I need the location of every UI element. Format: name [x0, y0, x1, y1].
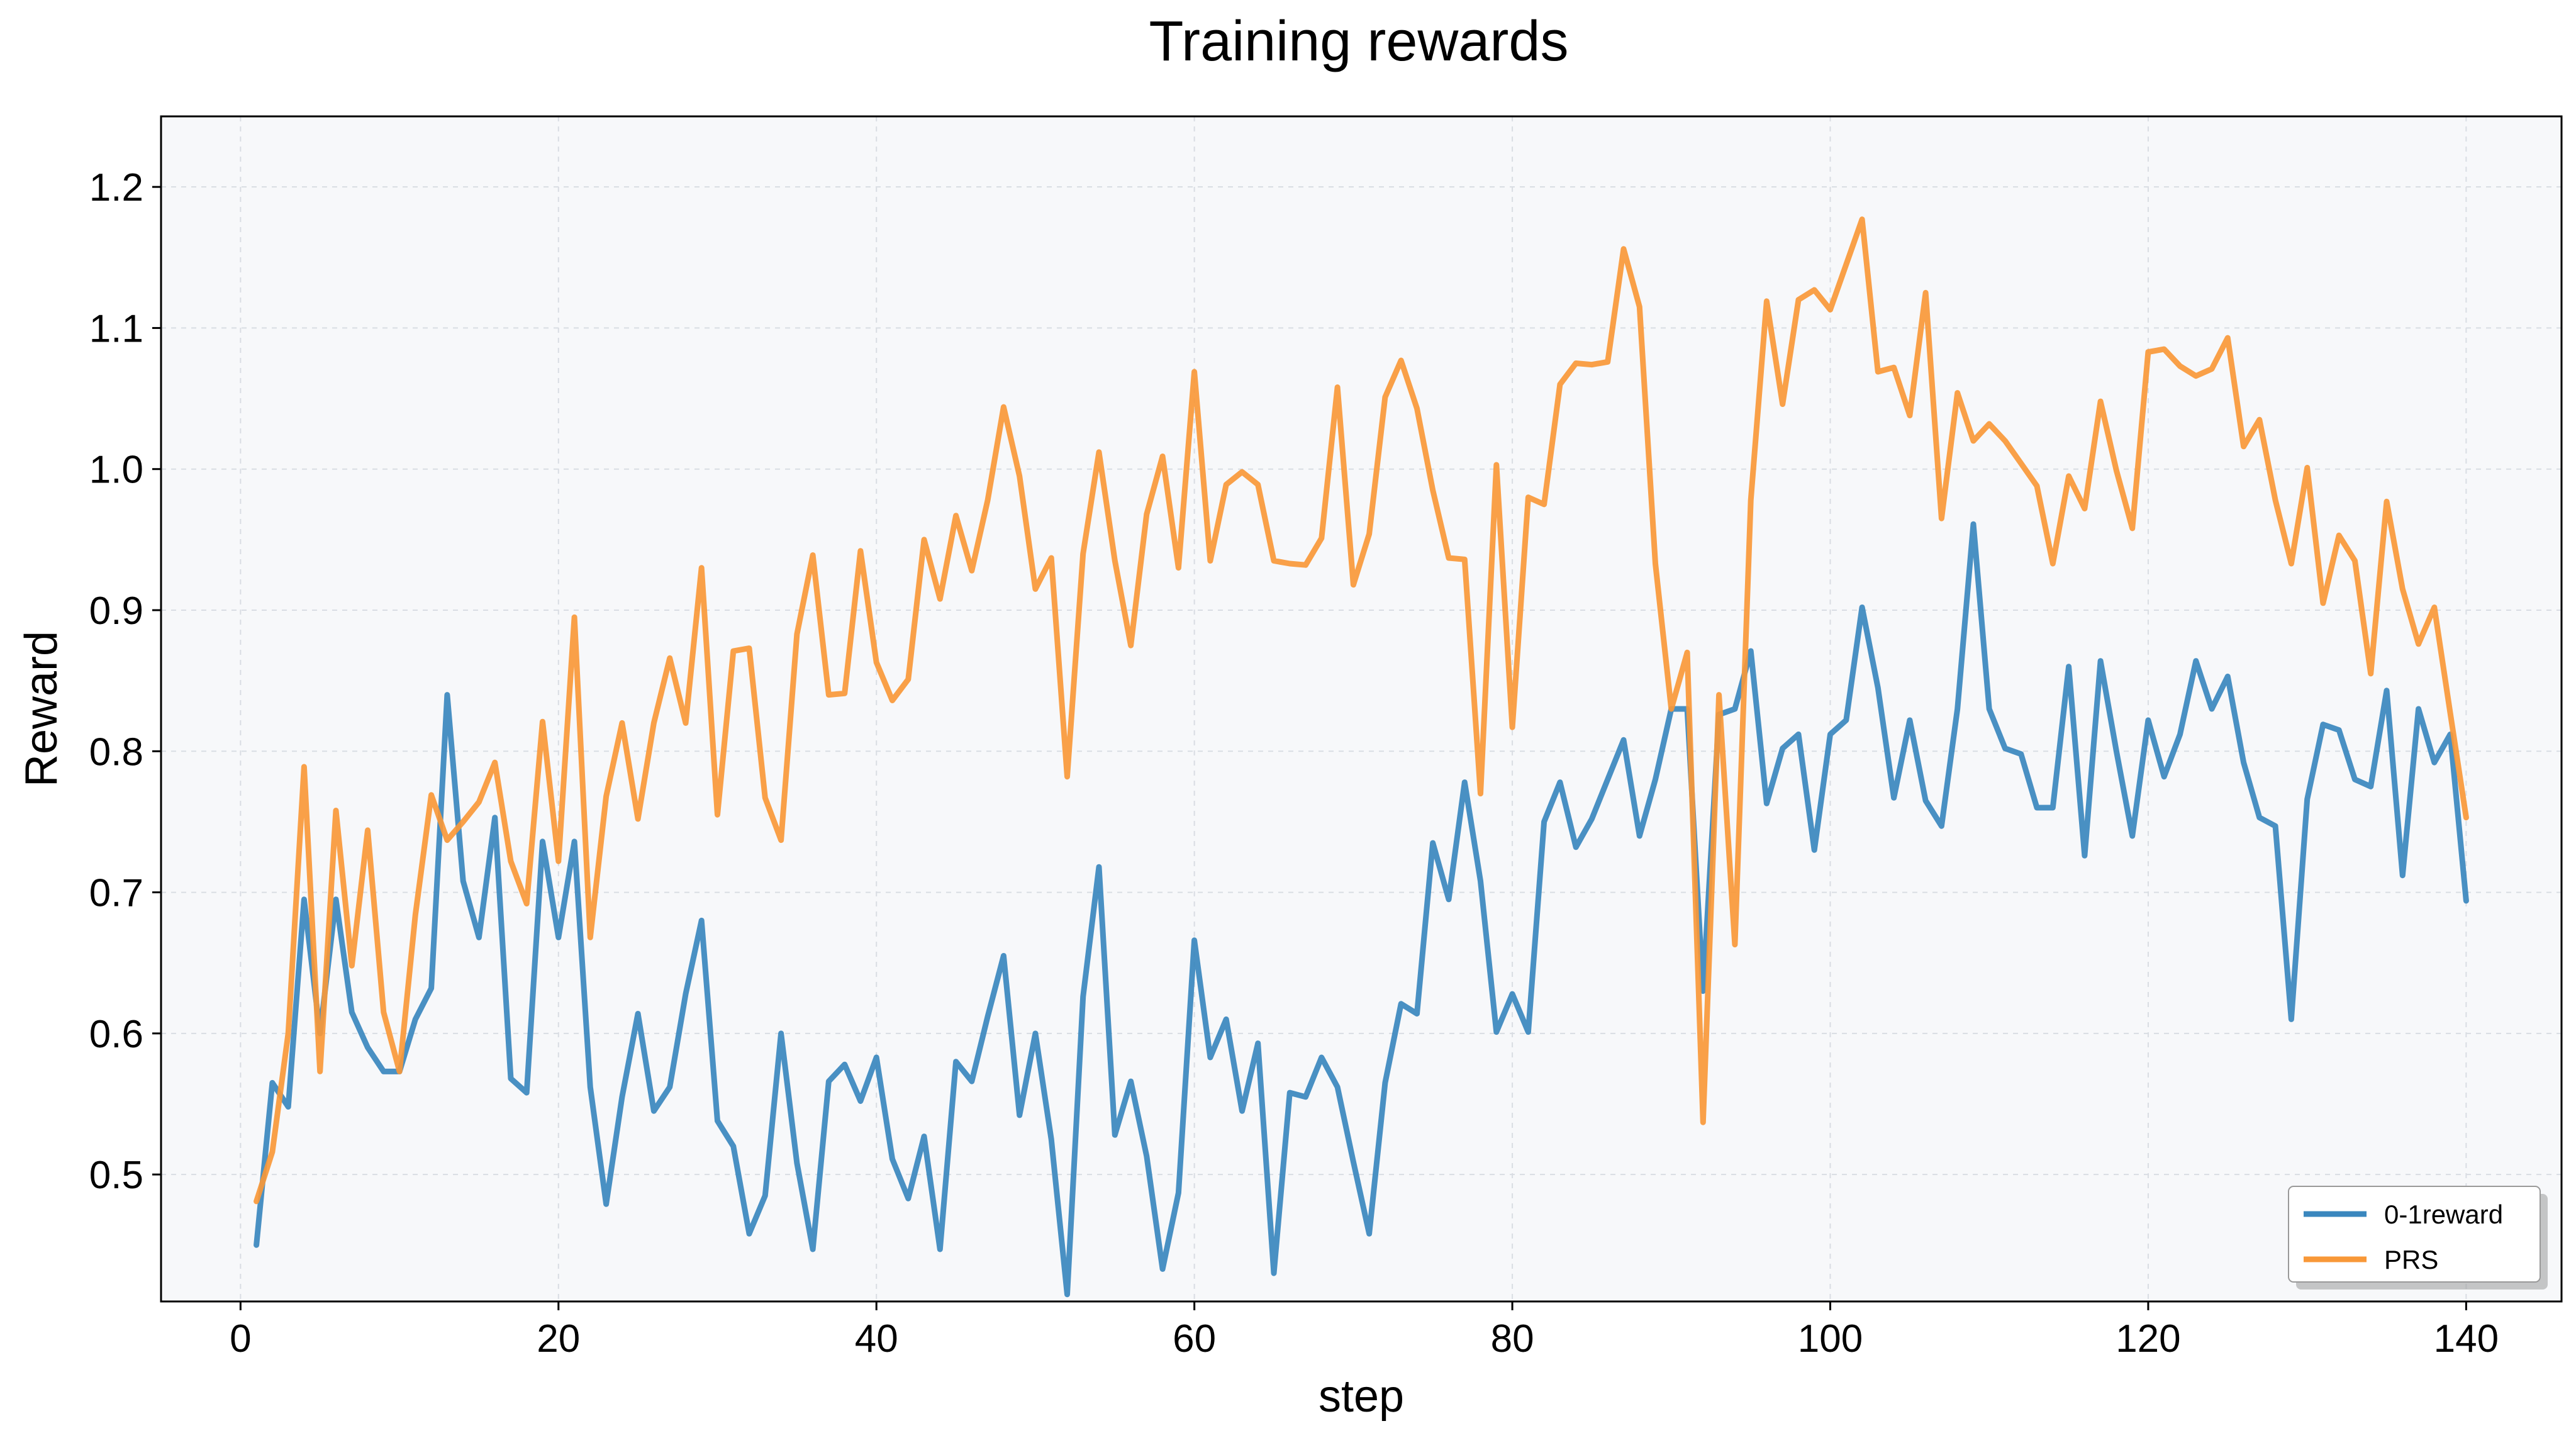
legend: 0-1reward PRS	[2288, 1186, 2548, 1290]
x-tick-label: 140	[2434, 1317, 2499, 1361]
series-line-0-1reward	[254, 521, 2469, 1298]
y-tick-label: 0.5	[89, 1154, 143, 1197]
x-tick-label: 80	[1491, 1317, 1534, 1361]
x-tick-label: 20	[537, 1317, 580, 1361]
x-tick-label: 40	[855, 1317, 898, 1361]
y-axis-title: Reward	[16, 631, 67, 787]
x-tick-label: 120	[2116, 1317, 2180, 1361]
x-tick-label: 60	[1173, 1317, 1216, 1361]
plot-area	[161, 116, 2562, 1301]
y-tick-label: 0.9	[89, 589, 143, 633]
y-tick-label: 1.2	[89, 166, 143, 209]
y-axis-ticks: 0.5 0.6 0.7 0.8 0.9 1.0 1.1 1.2	[89, 166, 161, 1197]
series-layer	[254, 216, 2469, 1298]
y-tick-label: 0.8	[89, 730, 143, 774]
legend-label: PRS	[2384, 1245, 2438, 1274]
x-tick-label: 100	[1798, 1317, 1863, 1361]
x-tick-label: 0	[230, 1317, 251, 1361]
y-tick-label: 0.6	[89, 1013, 143, 1056]
y-tick-label: 1.0	[89, 448, 143, 492]
y-tick-label: 0.7	[89, 872, 143, 915]
grid	[161, 116, 2562, 1301]
series-line-prs	[254, 216, 2469, 1205]
y-tick-label: 1.1	[89, 307, 143, 350]
x-axis-ticks: 0 20 40 60 80 100 120 140	[230, 1301, 2499, 1361]
chart-title: Training rewards	[1149, 10, 1569, 73]
plot-frame	[160, 115, 2563, 1303]
legend-label: 0-1reward	[2384, 1200, 2503, 1229]
x-axis-title: step	[1319, 1371, 1404, 1422]
